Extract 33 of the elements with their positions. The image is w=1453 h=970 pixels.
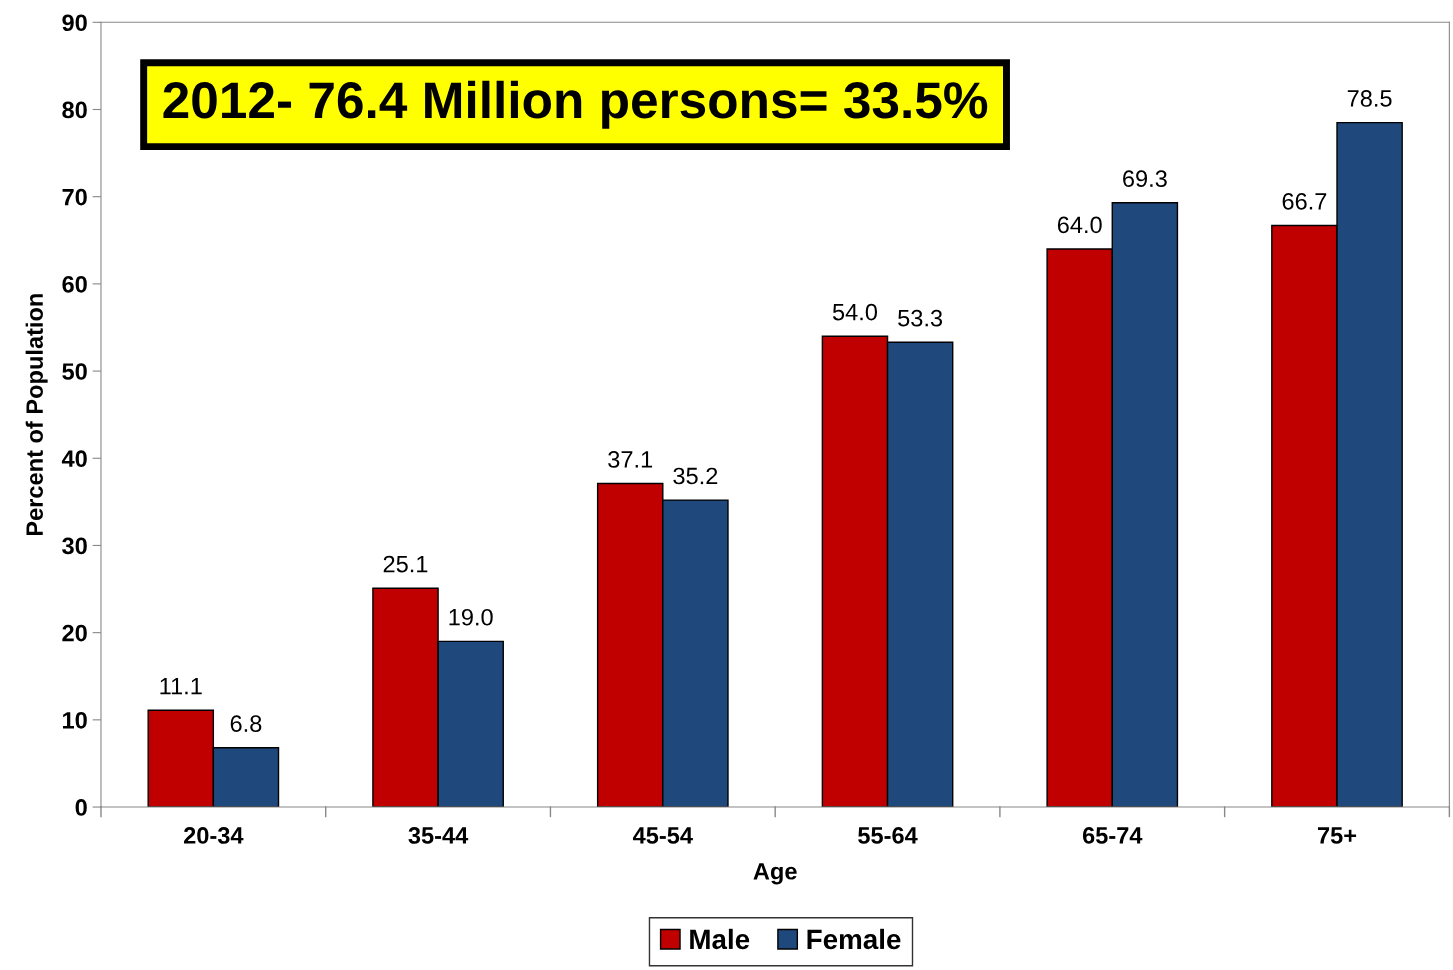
text: 54.0 [832,303,878,321]
y-tick-label: 40 [61,450,87,468]
x-tick-label: 20-34 [183,827,244,844]
text: 35.2 [673,467,718,485]
legend-label: Male [690,928,750,950]
x-tick-label: 75+ [1317,827,1357,844]
text: 64.0 [1057,216,1102,234]
text: 53.3 [898,309,943,327]
text: 69.3 [1123,170,1167,188]
text: 11.1 [160,678,202,695]
text: 78.5 [1347,90,1392,107]
x-tick-label: 45-54 [632,827,693,844]
text: 6.8 [230,715,262,732]
y-tick-label: 0 [75,799,87,816]
y-tick-label: 60 [62,275,87,293]
x-axis-title: Age [753,863,797,885]
y-tick-label: 10 [63,711,87,729]
y-tick-label: 90 [62,14,87,32]
y-tick-label: 50 [62,363,87,380]
y-tick-label: 20 [62,624,87,642]
y-tick-label: 70 [62,188,87,206]
y-axis-title: Percent of Population [25,294,48,536]
annotation: 2012- 76.4 Million persons= 33.5% [163,80,988,129]
y-tick-label: 80 [62,101,87,119]
text: 25.1 [383,555,428,573]
legend-label: Female [807,928,901,950]
text: 66.7 [1282,192,1327,210]
x-tick-label: 55-64 [858,827,918,844]
x-tick-label: 35-44 [408,827,469,844]
text: 37.1 [608,451,653,468]
x-tick-label: 65-74 [1082,827,1143,844]
text: 19.0 [449,608,493,626]
y-tick-label: 30 [62,537,87,555]
